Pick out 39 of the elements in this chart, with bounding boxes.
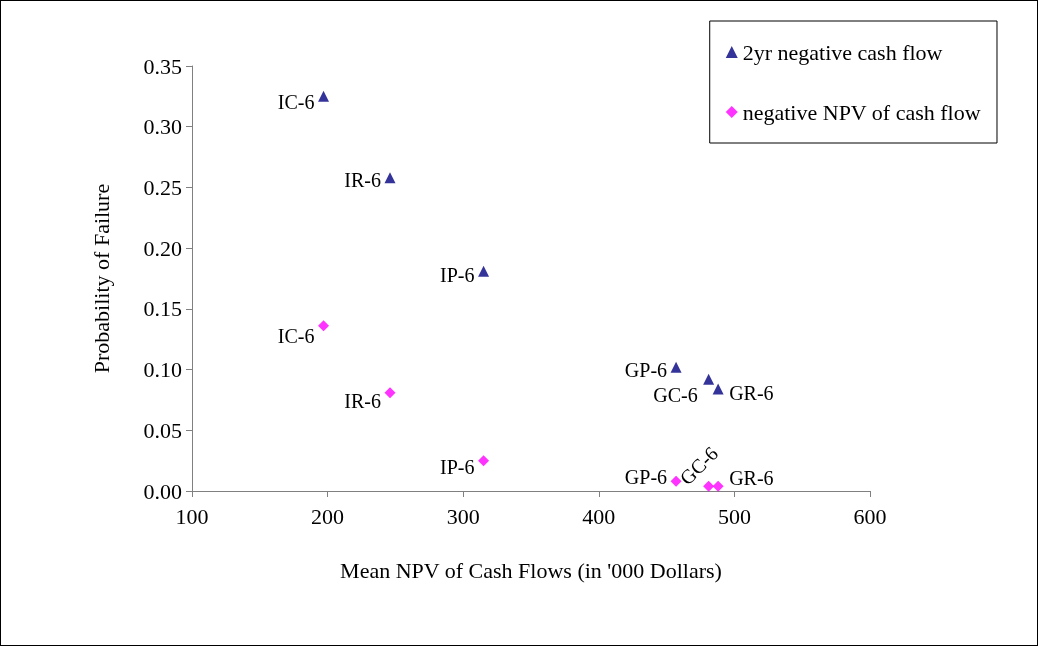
annotation: IP-6: [440, 455, 475, 478]
annotation: GP-6: [624, 466, 668, 489]
point: [478, 265, 490, 277]
legend-label: negative NPV of cash flow: [742, 99, 981, 125]
y-tick-label: 0.20: [143, 235, 182, 261]
annotation: IR-6: [344, 168, 381, 191]
annotation: GR-6: [729, 467, 774, 490]
x-axis-title: Mean NPV of Cash Flows (in '000 Dollars): [340, 557, 722, 583]
point: [712, 383, 724, 395]
annotation: IC-6: [277, 324, 315, 347]
y-tick-label: 0.05: [143, 417, 182, 443]
point: [318, 90, 330, 102]
x-tick-label: 100: [175, 503, 209, 529]
y-tick-label: 0.25: [143, 174, 182, 200]
x-tick-label: 600: [853, 503, 887, 529]
x-tick-label: 300: [446, 503, 480, 529]
point: [384, 387, 396, 399]
x-tick-label: 200: [311, 503, 345, 529]
annotation: GC-6: [653, 384, 698, 407]
y-tick-label: 0.30: [143, 114, 182, 140]
annotation: IP-6: [440, 264, 475, 287]
annotation: GP-6: [624, 359, 668, 382]
y-tick-label: 0.35: [143, 53, 182, 79]
x-tick-label: 500: [717, 503, 751, 529]
y-axis-title: Probability of Failure: [88, 183, 114, 374]
legend-label: 2yr negative cash flow: [742, 39, 943, 65]
point: [478, 455, 490, 467]
annotation: GR-6: [729, 382, 774, 404]
point: [384, 172, 396, 184]
annotation: IC-6: [277, 91, 315, 114]
y-tick-label: 0.15: [143, 296, 182, 322]
annotation: IR-6: [344, 389, 381, 412]
y-tick-label: 0.00: [143, 478, 182, 504]
point: [703, 373, 715, 385]
point: [318, 320, 330, 332]
point: [670, 475, 682, 487]
x-tick-label: 400: [582, 503, 616, 529]
point: [670, 361, 682, 373]
y-tick-label: 0.10: [143, 357, 182, 383]
